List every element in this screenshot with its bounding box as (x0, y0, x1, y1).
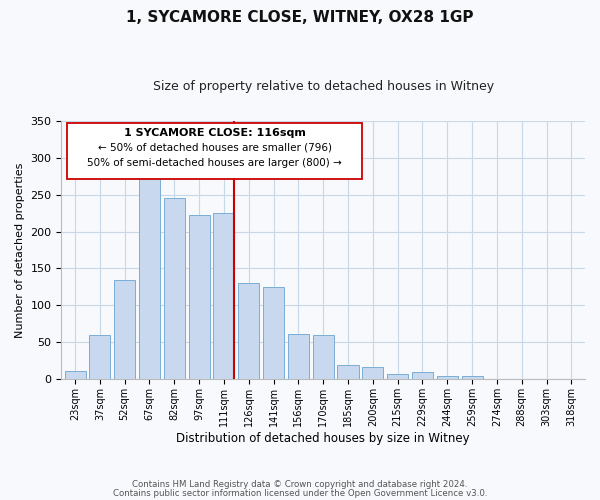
Title: Size of property relative to detached houses in Witney: Size of property relative to detached ho… (152, 80, 494, 93)
Bar (188, 215, 209, 380)
Bar (89, 335, 110, 380)
Bar (362, 367, 383, 380)
Bar (214, 213, 235, 380)
Text: Contains HM Land Registry data © Crown copyright and database right 2024.: Contains HM Land Registry data © Crown c… (132, 480, 468, 489)
Bar (412, 372, 433, 380)
Text: 1, SYCAMORE CLOSE, WITNEY, OX28 1GP: 1, SYCAMORE CLOSE, WITNEY, OX28 1GP (126, 10, 474, 25)
Y-axis label: Number of detached properties: Number of detached properties (15, 162, 25, 338)
Bar (238, 284, 259, 380)
Bar (337, 366, 359, 380)
Text: Contains public sector information licensed under the Open Government Licence v3: Contains public sector information licen… (113, 489, 487, 498)
Bar (313, 335, 334, 380)
Bar (461, 376, 482, 380)
FancyBboxPatch shape (67, 123, 362, 179)
Bar (164, 198, 185, 380)
Text: 1 SYCAMORE CLOSE: 116sqm: 1 SYCAMORE CLOSE: 116sqm (124, 128, 305, 138)
Bar (263, 287, 284, 380)
Text: ← 50% of detached houses are smaller (796): ← 50% of detached houses are smaller (79… (98, 142, 332, 152)
Bar (114, 280, 135, 380)
Bar (65, 372, 86, 380)
Text: 50% of semi-detached houses are larger (800) →: 50% of semi-detached houses are larger (… (87, 158, 342, 168)
Bar (288, 334, 309, 380)
Bar (437, 376, 458, 380)
Bar (139, 174, 160, 380)
X-axis label: Distribution of detached houses by size in Witney: Distribution of detached houses by size … (176, 432, 470, 445)
Bar (387, 374, 408, 380)
